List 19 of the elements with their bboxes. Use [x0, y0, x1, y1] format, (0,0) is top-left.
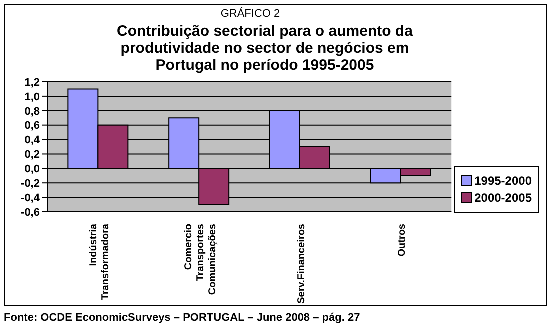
y-tick-label: -0,2: [21, 178, 40, 190]
y-tick-label: 0,0: [24, 164, 40, 176]
y-tick-label: 0,6: [24, 120, 40, 132]
y-tick-label: 0,8: [24, 106, 40, 118]
y-tick-label: 0,4: [24, 134, 41, 147]
y-tick-label: -0,6: [21, 206, 40, 219]
x-tick-label: Outros: [397, 224, 408, 257]
x-tick-label: Serv.Financeiros: [296, 224, 308, 304]
y-tick-label: 1,2: [24, 76, 40, 89]
x-tick-label: Comercio Transportes Comunicações: [183, 224, 218, 296]
y-tick-label: 1,0: [24, 91, 40, 104]
source-note: Fonte: OCDE EconomicSurveys – PORTUGAL – June 2008 – pág. 27: [4, 312, 360, 324]
x-tick-label: Indústria Transformadora: [88, 224, 112, 300]
legend-label: 2000-2005: [474, 190, 532, 204]
chart-title: Contribuição sectorial para o aumento da produtividade no sector de negócios em Portugal no período 1995-2005: [116, 23, 414, 74]
y-tick-label: 0,2: [24, 149, 40, 162]
y-tick-label: -0,4: [21, 192, 41, 204]
legend-label: 1995-2000: [474, 174, 532, 188]
chart-subtitle: GRÁFICO 2: [220, 8, 282, 20]
